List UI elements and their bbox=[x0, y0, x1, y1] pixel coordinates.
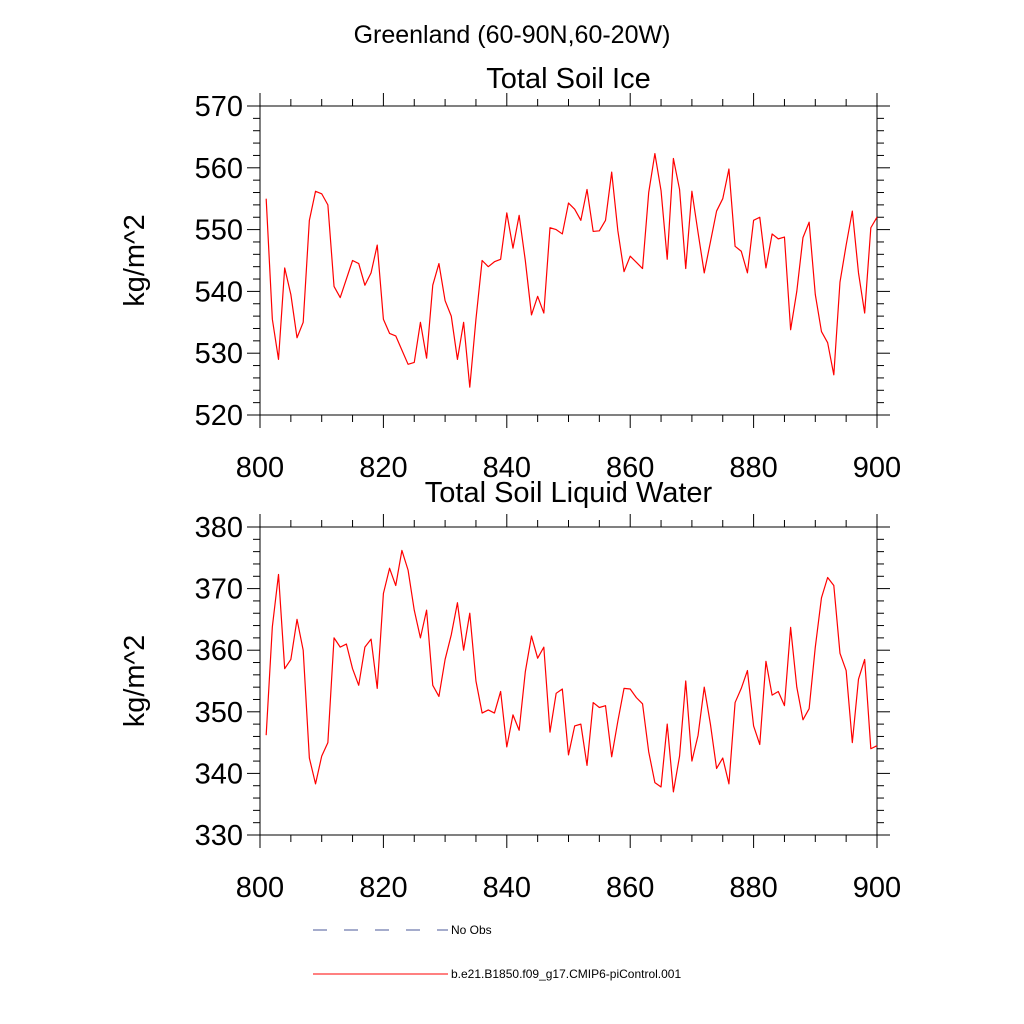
x-tick-label: 900 bbox=[853, 872, 901, 904]
figure-suptitle: Greenland (60-90N,60-20W) bbox=[354, 21, 671, 49]
x-tick-label: 820 bbox=[359, 872, 407, 904]
x-tick-label: 860 bbox=[606, 872, 654, 904]
legend-label-model: b.e21.B1850.f09_g17.CMIP6-piControl.001 bbox=[451, 967, 681, 981]
series-line bbox=[265, 549, 878, 793]
y-tick-label: 350 bbox=[195, 697, 243, 729]
y-tick-label: 550 bbox=[195, 215, 243, 247]
x-tick-label: 840 bbox=[483, 452, 531, 484]
x-tick-label: 900 bbox=[853, 452, 901, 484]
y-tick-label: 380 bbox=[195, 512, 243, 544]
y-tick-label: 560 bbox=[195, 153, 243, 185]
x-tick-label: 800 bbox=[236, 452, 284, 484]
panel-total-soil-ice: Total Soil Ice 520 530 540 550 560 570 800 820 84… bbox=[119, 63, 901, 484]
x-tick-label: 840 bbox=[483, 872, 531, 904]
panel-title: Total Soil Liquid Water bbox=[425, 477, 713, 509]
legend-label-no-obs: No Obs bbox=[451, 923, 492, 937]
panel-total-soil-liquid-water: Total Soil Liquid Water 330 340 350 360 370 38… bbox=[119, 477, 901, 904]
y-tick-label: 370 bbox=[195, 574, 243, 606]
x-tick-label: 820 bbox=[359, 452, 407, 484]
x-tick-label: 800 bbox=[236, 872, 284, 904]
y-tick-label: 520 bbox=[195, 400, 243, 432]
y-tick-label: 360 bbox=[195, 635, 243, 667]
series-line bbox=[265, 152, 878, 388]
y-tick-label: 540 bbox=[195, 276, 243, 308]
y-tick-label: 570 bbox=[195, 91, 243, 123]
y-axis-label: kg/m^2 bbox=[119, 214, 151, 307]
y-tick-label: 330 bbox=[195, 820, 243, 852]
y-tick-label: 530 bbox=[195, 338, 243, 370]
y-tick-label: 340 bbox=[195, 758, 243, 790]
x-tick-label: 880 bbox=[729, 872, 777, 904]
legend: No Obs b.e21.B1850.f09_g17.CMIP6-piContr… bbox=[313, 923, 681, 981]
x-tick-label: 860 bbox=[606, 452, 654, 484]
plot-frame bbox=[259, 526, 878, 836]
y-axis-label: kg/m^2 bbox=[119, 635, 151, 728]
panel-title: Total Soil Ice bbox=[486, 63, 650, 95]
x-tick-label: 880 bbox=[729, 452, 777, 484]
